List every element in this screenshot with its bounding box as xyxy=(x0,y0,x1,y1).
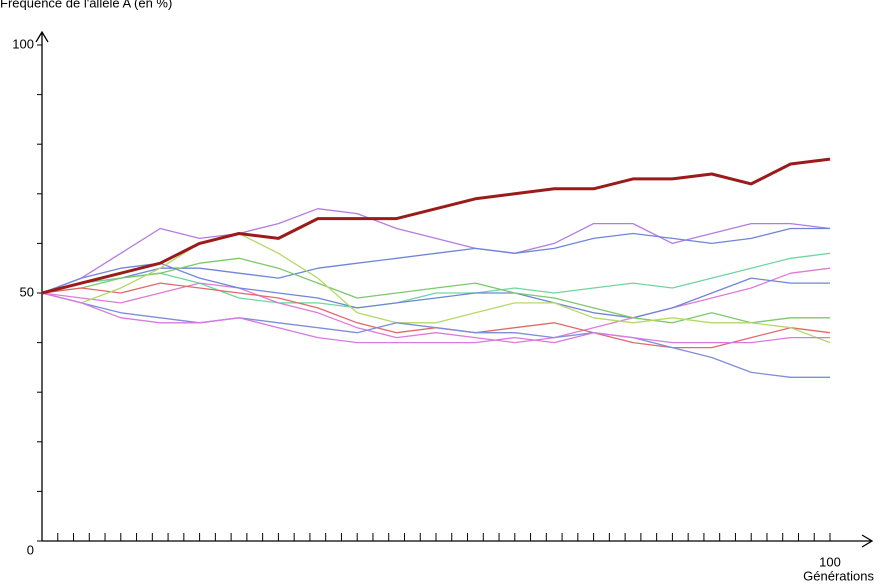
series-line xyxy=(41,267,831,344)
y-tick-label: 0 xyxy=(27,542,34,557)
x-axis-label: Générations xyxy=(803,568,874,583)
series-line xyxy=(41,252,831,309)
y-axis-label: Fréquence de l'allèle A (en %) xyxy=(0,0,172,10)
x-tick-label: 100 xyxy=(819,554,841,569)
y-tick-label: 50 xyxy=(20,284,34,299)
series-line xyxy=(41,262,830,319)
series-line xyxy=(41,257,830,324)
series-line xyxy=(41,208,831,294)
y-tick-label: 100 xyxy=(12,36,34,51)
x-axis xyxy=(42,534,874,548)
series-line xyxy=(41,232,831,344)
series-line xyxy=(41,292,830,344)
y-axis xyxy=(35,30,49,541)
series-line xyxy=(41,157,831,295)
series-line xyxy=(41,292,830,378)
